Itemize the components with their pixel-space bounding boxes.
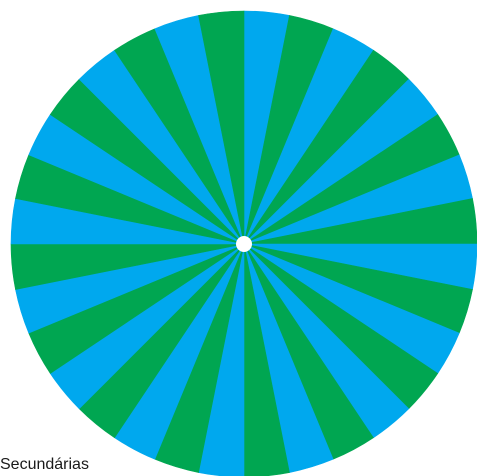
wheel-segments — [10, 10, 477, 476]
wheel-segment-green — [198, 10, 245, 245]
wheel-center-hole — [236, 236, 252, 252]
caption-label: Secundárias — [0, 456, 89, 473]
